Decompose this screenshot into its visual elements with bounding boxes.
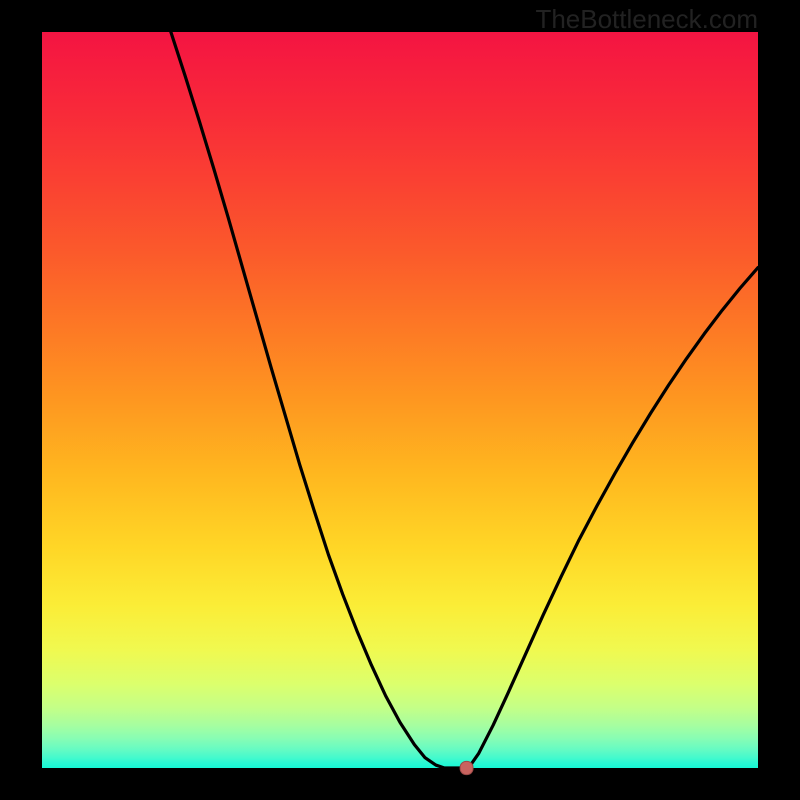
plot-area bbox=[42, 32, 758, 768]
watermark-text: TheBottleneck.com bbox=[535, 4, 758, 35]
optimal-point-marker bbox=[460, 761, 473, 774]
